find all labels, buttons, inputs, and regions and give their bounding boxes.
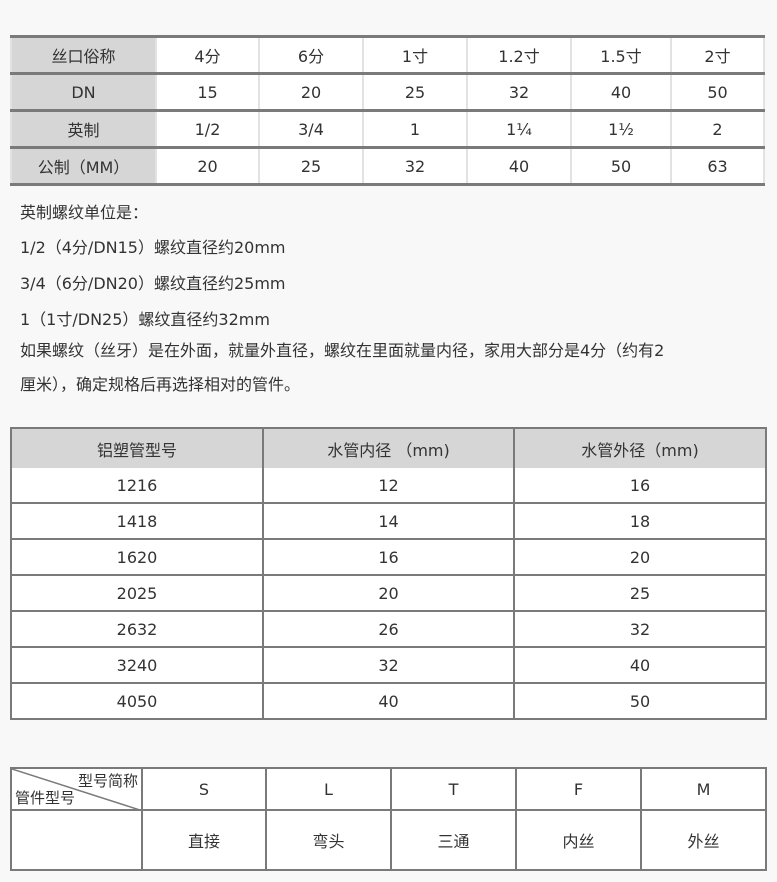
table-cell: 16 xyxy=(513,468,767,504)
spec-cell: 1.5寸 xyxy=(570,35,672,75)
note-line: 3/4（6分/DN20）螺纹直径约25mm xyxy=(20,274,286,293)
table-cell: 1620 xyxy=(10,538,264,576)
spec-cell: 1.2寸 xyxy=(466,35,572,75)
table-cell: 12 xyxy=(262,468,515,504)
header-row: 铝塑管型号 水管内径 （mm) 水管外径（mm) xyxy=(10,427,767,468)
spec-row: 英制 1/2 3/4 1 1¼ 1½ 2 xyxy=(10,109,765,149)
table-cell: 20 xyxy=(513,538,767,576)
thread-spec-table: 丝口俗称 4分 6分 1寸 1.2寸 1.5寸 2寸 DN 15 20 25 32 40 50 英制 1/2 3… xyxy=(10,35,765,186)
table-row: 2632 26 32 xyxy=(10,610,767,648)
note-line: 1/2（4分/DN15）螺纹直径约20mm xyxy=(20,238,286,257)
spec-cell: 40 xyxy=(570,72,672,112)
row-header-cell: 丝口俗称 xyxy=(10,35,157,75)
table-cell: 32 xyxy=(262,646,515,684)
table-cell: 40 xyxy=(262,682,515,720)
table-cell: 26 xyxy=(262,610,515,648)
column-header: 水管外径（mm) xyxy=(513,427,767,468)
spec-cell: 50 xyxy=(570,146,672,186)
spec-cell: 20 xyxy=(155,146,260,186)
spec-cell: 1 xyxy=(362,109,468,149)
note-line: 1（1寸/DN25）螺纹直径约32mm xyxy=(20,310,270,329)
spec-cell: 25 xyxy=(258,146,364,186)
spec-cell: 63 xyxy=(670,146,765,186)
corner-top-label: 型号简称 xyxy=(77,772,138,790)
table-row: 1418 14 18 xyxy=(10,502,767,540)
table-cell: 3240 xyxy=(10,646,264,684)
fitting-code-cell: F xyxy=(515,767,642,811)
spec-cell: 1/2 xyxy=(155,109,260,149)
fitting-name-cell: 直接 xyxy=(141,809,267,871)
note-line: 厘米），确定规格后再选择相对的管件。 xyxy=(20,375,301,394)
table-row: 1216 12 16 xyxy=(10,468,767,504)
spec-row: 丝口俗称 4分 6分 1寸 1.2寸 1.5寸 2寸 xyxy=(10,35,765,75)
fitting-code-cell: T xyxy=(390,767,517,811)
table-row: 3240 32 40 xyxy=(10,646,767,684)
fitting-name-cell: 外丝 xyxy=(640,809,767,871)
table-cell: 1216 xyxy=(10,468,264,504)
spec-cell: 15 xyxy=(155,72,260,112)
table-row: 1620 16 20 xyxy=(10,538,767,576)
corner-header-cell: 型号简称 管件型号 xyxy=(10,767,143,811)
spec-cell: 32 xyxy=(362,146,468,186)
spec-cell: 6分 xyxy=(258,35,364,75)
table-cell: 50 xyxy=(513,682,767,720)
table-cell: 14 xyxy=(262,502,515,540)
table-cell: 20 xyxy=(262,574,515,612)
table-cell: 2632 xyxy=(10,610,264,648)
spec-cell: 25 xyxy=(362,72,468,112)
fitting-code-cell: M xyxy=(640,767,767,811)
note-line: 如果螺纹（丝牙）是在外面，就量外直径，螺纹在里面就量内径，家用大部分是4分（约有… xyxy=(20,341,665,360)
row-header-cell: DN xyxy=(10,72,157,112)
row-header-cell: 英制 xyxy=(10,109,157,149)
fitting-name-cell: 弯头 xyxy=(265,809,392,871)
spec-cell: 2 xyxy=(670,109,765,149)
empty-cell xyxy=(10,809,143,871)
corner-bottom-label: 管件型号 xyxy=(15,789,76,807)
spec-cell: 40 xyxy=(466,146,572,186)
pipe-size-table: 铝塑管型号 水管内径 （mm) 水管外径（mm) 1216 12 16 1418 14 18 16… xyxy=(10,427,767,720)
spec-cell: 1½ xyxy=(570,109,672,149)
spec-cell: 3/4 xyxy=(258,109,364,149)
fitting-code-cell: S xyxy=(141,767,267,811)
table-cell: 40 xyxy=(513,646,767,684)
table-cell: 2025 xyxy=(10,574,264,612)
table-cell: 16 xyxy=(262,538,515,576)
table-cell: 1418 xyxy=(10,502,264,540)
row-header-cell: 公制（MM） xyxy=(10,146,157,186)
spec-cell: 4分 xyxy=(155,35,260,75)
table-cell: 4050 xyxy=(10,682,264,720)
column-header: 水管内径 （mm) xyxy=(262,427,515,468)
table-cell: 18 xyxy=(513,502,767,540)
note-line: 英制螺纹单位是： xyxy=(20,203,149,222)
spec-cell: 1寸 xyxy=(362,35,468,75)
table-row: 4050 40 50 xyxy=(10,682,767,720)
column-header: 铝塑管型号 xyxy=(10,427,264,468)
fitting-name-cell: 三通 xyxy=(390,809,517,871)
spec-cell: 2寸 xyxy=(670,35,765,75)
spec-cell: 32 xyxy=(466,72,572,112)
spec-cell: 20 xyxy=(258,72,364,112)
fitting-code-cell: L xyxy=(265,767,392,811)
diagonal-divider xyxy=(12,769,140,809)
fitting-name-cell: 内丝 xyxy=(515,809,642,871)
spec-row: DN 15 20 25 32 40 50 xyxy=(10,72,765,112)
table-cell: 32 xyxy=(513,610,767,648)
spec-cell: 1¼ xyxy=(466,109,572,149)
spec-cell: 50 xyxy=(670,72,765,112)
table-cell: 25 xyxy=(513,574,767,612)
spec-row: 公制（MM） 20 25 32 40 50 63 xyxy=(10,146,765,186)
table-row: 2025 20 25 xyxy=(10,574,767,612)
